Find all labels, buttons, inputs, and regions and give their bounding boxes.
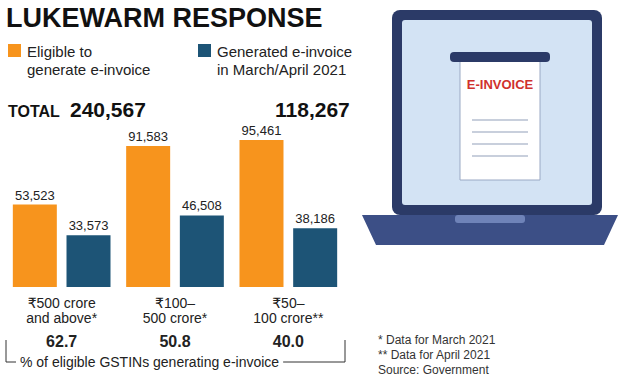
svg-text:33,573: 33,573 — [69, 218, 109, 233]
svg-text:53,523: 53,523 — [15, 188, 55, 203]
svg-text:240,567: 240,567 — [70, 98, 146, 121]
svg-text:generate e-invoice: generate e-invoice — [27, 61, 150, 78]
svg-text:118,267: 118,267 — [275, 98, 350, 121]
svg-text:** Data for April 2021: ** Data for April 2021 — [378, 348, 490, 362]
svg-text:E-INVOICE: E-INVOICE — [467, 77, 534, 92]
svg-text:40.0: 40.0 — [273, 333, 304, 350]
svg-text:₹500 crore: ₹500 crore — [28, 295, 96, 311]
svg-text:in March/April 2021: in March/April 2021 — [217, 61, 346, 78]
svg-text:38,186: 38,186 — [295, 211, 335, 226]
svg-text:Eligible to: Eligible to — [27, 43, 92, 60]
svg-text:* Data for March 2021: * Data for March 2021 — [378, 333, 496, 347]
svg-text:₹50–: ₹50– — [272, 295, 304, 311]
svg-text:46,508: 46,508 — [182, 198, 222, 213]
svg-text:500 crore*: 500 crore* — [143, 310, 208, 326]
svg-text:100 crore**: 100 crore** — [253, 310, 324, 326]
svg-text:₹100–: ₹100– — [155, 295, 195, 311]
svg-text:% of eligible GSTINs generatin: % of eligible GSTINs generating e-invoic… — [20, 354, 279, 370]
svg-text:Generated e-invoice: Generated e-invoice — [217, 43, 352, 60]
svg-text:TOTAL: TOTAL — [8, 103, 60, 120]
svg-text:LUKEWARM RESPONSE: LUKEWARM RESPONSE — [6, 3, 323, 33]
svg-text:91,583: 91,583 — [128, 129, 168, 144]
svg-text:95,461: 95,461 — [242, 123, 282, 138]
svg-text:50.8: 50.8 — [159, 333, 190, 350]
svg-text:62.7: 62.7 — [46, 333, 77, 350]
svg-text:Source: Government: Source: Government — [378, 363, 489, 377]
svg-text:and above*: and above* — [26, 310, 97, 326]
